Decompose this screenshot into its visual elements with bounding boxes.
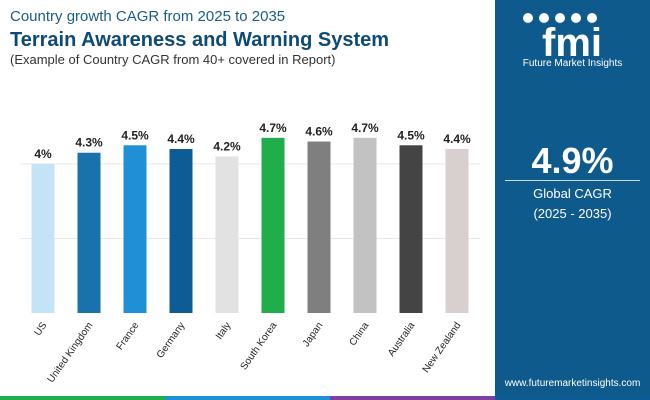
tick-label-united-kingdom: United Kingdom xyxy=(46,320,96,385)
bar-france xyxy=(123,145,147,313)
data-label-japan: 4.6% xyxy=(305,125,333,139)
logo-icons xyxy=(523,13,597,23)
sidebar: fmi Future Market Insights 4.9% Global C… xyxy=(495,0,650,400)
tick-label-south-korea: South Korea xyxy=(239,320,280,372)
data-label-italy: 4.2% xyxy=(213,139,241,153)
divider xyxy=(505,180,640,181)
tick-label-japan: Japan xyxy=(301,320,326,349)
data-label-france: 4.5% xyxy=(121,128,149,142)
global-cagr-label: Global CAGR xyxy=(533,186,612,201)
bar-japan xyxy=(307,141,331,313)
chart-panel: 4% US 4.3% United Kingdom 4.5% France 4.4% Germ… xyxy=(20,88,480,388)
global-cagr-period: (2025 - 2035) xyxy=(533,206,612,221)
global-cagr-value: 4.9% xyxy=(531,140,614,181)
tick-label-new-zealand: New Zealand xyxy=(421,320,464,375)
data-label-australia: 4.5% xyxy=(397,128,425,142)
bar-us xyxy=(31,163,55,313)
data-label-us: 4% xyxy=(34,147,52,161)
tick-label-france: France xyxy=(115,320,142,352)
bar-south-korea xyxy=(261,137,285,313)
tick-label-us: US xyxy=(32,320,49,338)
footer-segment-1 xyxy=(0,396,165,400)
bar-italy xyxy=(215,156,239,313)
chart-subtitle: Country growth CAGR from 2025 to 2035 xyxy=(10,8,286,25)
bar-china xyxy=(353,137,377,313)
footer-segment-3 xyxy=(330,396,495,400)
data-label-new-zealand: 4.4% xyxy=(443,132,471,146)
data-label-south-korea: 4.7% xyxy=(259,121,287,135)
bar-united-kingdom xyxy=(77,152,101,313)
footer-segment-2 xyxy=(165,396,330,400)
logo-text: fmi xyxy=(542,21,602,65)
data-label-germany: 4.4% xyxy=(167,132,195,146)
chart-caption: (Example of Country CAGR from 40+ covere… xyxy=(10,52,336,67)
bar-australia xyxy=(399,145,423,313)
website-link[interactable]: www.futuremarketinsights.com xyxy=(504,378,641,389)
fmi-logo: fmi xyxy=(523,13,602,65)
tick-label-china: China xyxy=(347,320,371,348)
tick-label-italy: Italy xyxy=(214,320,234,341)
logo-subtitle: Future Market Insights xyxy=(522,58,623,69)
chart-title: Terrain Awareness and Warning System xyxy=(10,29,390,51)
bar-germany xyxy=(169,149,193,313)
tick-label-australia: Australia xyxy=(386,320,418,359)
footer-segment-4 xyxy=(495,396,650,400)
data-label-china: 4.7% xyxy=(351,121,379,135)
bar-chart: 4% US 4.3% United Kingdom 4.5% France 4.4% Germ… xyxy=(20,121,480,385)
data-label-united-kingdom: 4.3% xyxy=(75,136,103,150)
bar-new-zealand xyxy=(445,149,469,313)
tick-label-germany: Germany xyxy=(155,320,188,360)
header: Country growth CAGR from 2025 to 2035 Te… xyxy=(0,0,495,80)
